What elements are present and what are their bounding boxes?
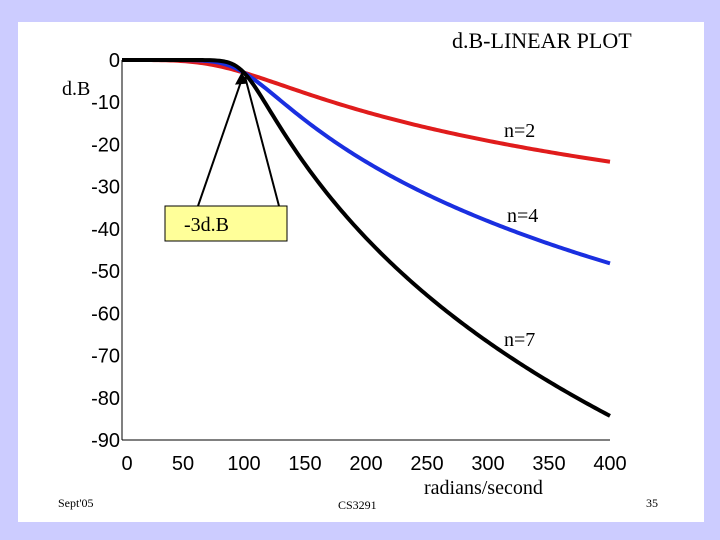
footer-course: CS3291 <box>338 498 377 513</box>
annotation-layer: -3d.B n=2 n=4 n=7 <box>165 72 538 351</box>
x-tick-label: 100 <box>227 453 260 475</box>
y-tick-label: -10 <box>91 92 120 114</box>
x-tick-label: 200 <box>349 453 382 475</box>
x-tick-label: 300 <box>471 453 504 475</box>
footer-date: Sept'05 <box>58 496 94 511</box>
butterworth-db-chart: -3d.B n=2 n=4 n=7 0 -10 -20 -30 -40 -50 -60 -70… <box>0 0 720 540</box>
y-tick-label: -90 <box>91 430 120 452</box>
series-label-n7: n=7 <box>504 329 535 351</box>
x-tick-label: 350 <box>532 453 565 475</box>
series-label-n2: n=2 <box>504 120 535 142</box>
series-label-n4: n=4 <box>507 205 538 227</box>
y-tick-labels: 0 -10 -20 -30 -40 -50 -60 -70 -80 -90 <box>91 50 120 452</box>
x-tick-label: 150 <box>288 453 321 475</box>
y-axis-label: d.B <box>62 78 90 100</box>
y-tick-label: -30 <box>91 177 120 199</box>
x-tick-label: 0 <box>121 453 132 475</box>
x-tick-label: 50 <box>172 453 194 475</box>
y-tick-label: -20 <box>91 134 120 156</box>
x-tick-label: 250 <box>410 453 443 475</box>
y-tick-label: -60 <box>91 303 120 325</box>
y-tick-label: -70 <box>91 346 120 368</box>
x-tick-label: 400 <box>593 453 626 475</box>
x-tick-labels: 0 50 100 150 200 250 300 350 400 <box>121 453 626 475</box>
y-tick-label: 0 <box>109 50 120 72</box>
callout-label: -3d.B <box>184 214 229 236</box>
y-tick-label: -80 <box>91 388 120 410</box>
callout-arrow-left <box>198 79 242 206</box>
footer-page-number: 35 <box>646 496 658 511</box>
y-tick-label: -40 <box>91 219 120 241</box>
chart-grid <box>183 60 610 440</box>
y-tick-label: -50 <box>91 261 120 283</box>
x-axis-label: radians/second <box>424 477 543 499</box>
